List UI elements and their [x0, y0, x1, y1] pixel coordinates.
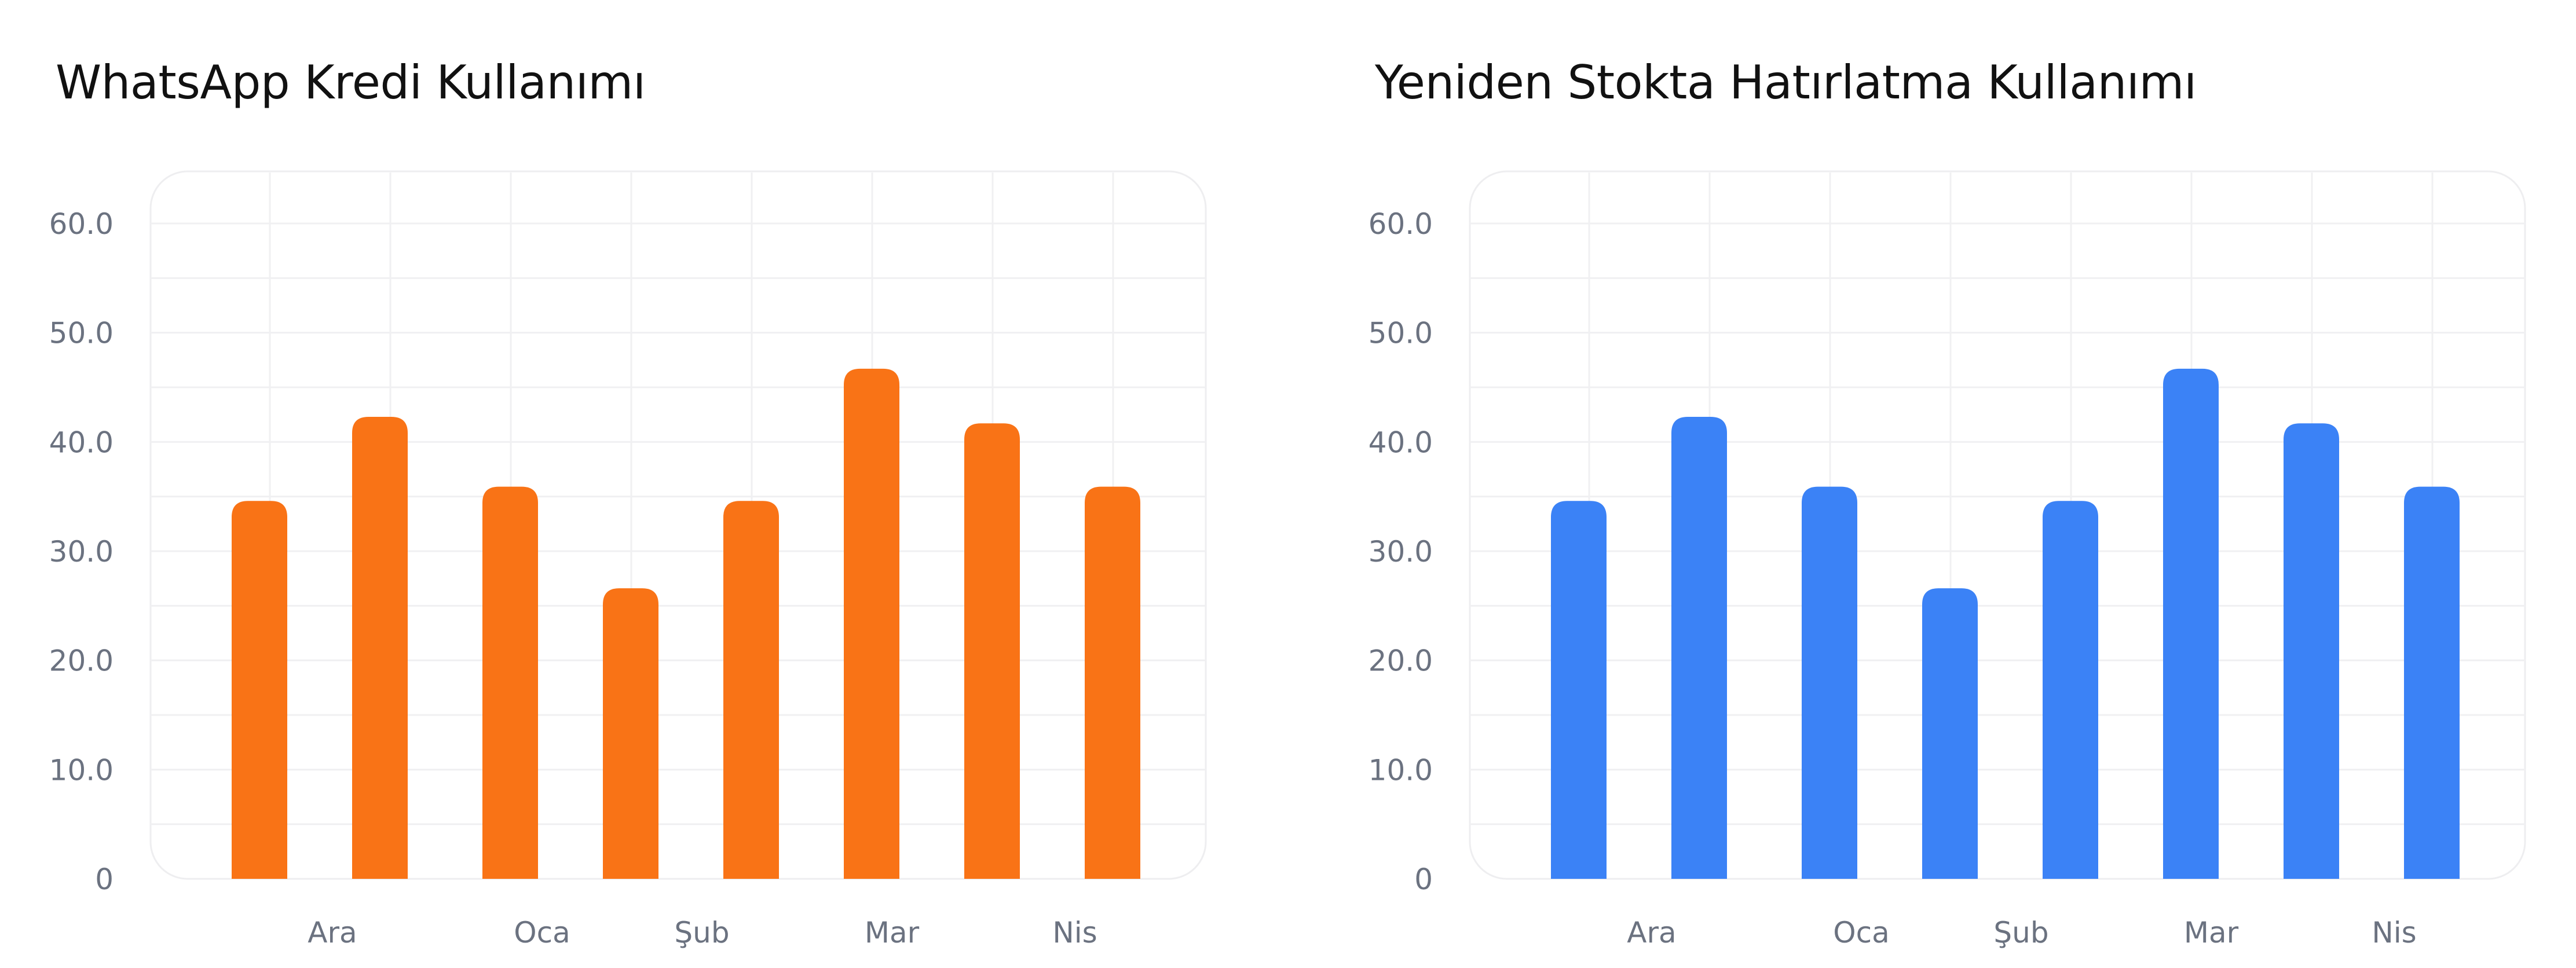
chart-restock-reminder: Yeniden Stokta Hatırlatma Kullanımı 0 10.… [1319, 0, 2576, 968]
x-tick-label: Oca [514, 916, 570, 949]
bar [603, 588, 658, 879]
plot-area [1469, 170, 2526, 880]
y-tick-label: 40.0 [49, 426, 114, 459]
x-tick-label: Mar [865, 916, 920, 949]
x-tick-label: Oca [1833, 916, 1890, 949]
bar [482, 486, 538, 879]
y-tick-label: 60.0 [1368, 207, 1433, 241]
y-tick-label: 20.0 [49, 644, 114, 678]
bar [1802, 486, 1857, 879]
chart-title: WhatsApp Kredi Kullanımı [56, 56, 646, 109]
y-tick-label: 0 [95, 863, 114, 896]
bar [964, 423, 1020, 879]
x-tick-label: Ara [308, 916, 357, 949]
bar [844, 368, 899, 879]
bar [1085, 486, 1140, 879]
y-tick-label: 50.0 [1368, 317, 1433, 350]
y-tick-label: 30.0 [49, 535, 114, 569]
chart-whatsapp-credit: WhatsApp Kredi Kullanımı 0 10.0 20.0 30.0 40… [49, 56, 1207, 949]
bar [352, 416, 408, 879]
bar [2404, 486, 2460, 879]
x-tick-label: Şub [1993, 916, 2048, 949]
bar-chart-plot: 0 10.0 20.0 30.0 40.0 50.0 60.0 Ara Oca Şub Mar Nis [49, 170, 1207, 949]
y-tick-label: 10.0 [49, 753, 114, 787]
y-tick-label: 20.0 [1368, 644, 1433, 678]
bar [232, 501, 287, 879]
x-tick-label: Mar [2184, 916, 2239, 949]
chart-title: Yeniden Stokta Hatırlatma Kullanımı [1375, 56, 2197, 109]
x-tick-label: Nis [2372, 916, 2416, 949]
x-tick-label: Nis [1052, 916, 1097, 949]
bar [723, 501, 779, 879]
y-tick-label: 40.0 [1368, 426, 1433, 459]
plot-area [149, 170, 1207, 880]
y-tick-label: 30.0 [1368, 535, 1433, 569]
bar [1922, 588, 1978, 879]
x-tick-label: Şub [674, 916, 729, 949]
y-tick-label: 10.0 [1368, 753, 1433, 787]
bar [1671, 416, 1727, 879]
bar [2284, 423, 2339, 879]
bar [1551, 501, 1607, 879]
bar-chart-plot: 0 10.0 20.0 30.0 40.0 50.0 60.0 Ara Oca Şub Mar Nis [1368, 170, 2526, 949]
x-tick-label: Ara [1627, 916, 1676, 949]
bar [2163, 368, 2219, 879]
y-tick-label: 0 [1414, 863, 1433, 896]
bar [2043, 501, 2098, 879]
y-tick-label: 60.0 [49, 207, 114, 241]
y-tick-label: 50.0 [49, 317, 114, 350]
